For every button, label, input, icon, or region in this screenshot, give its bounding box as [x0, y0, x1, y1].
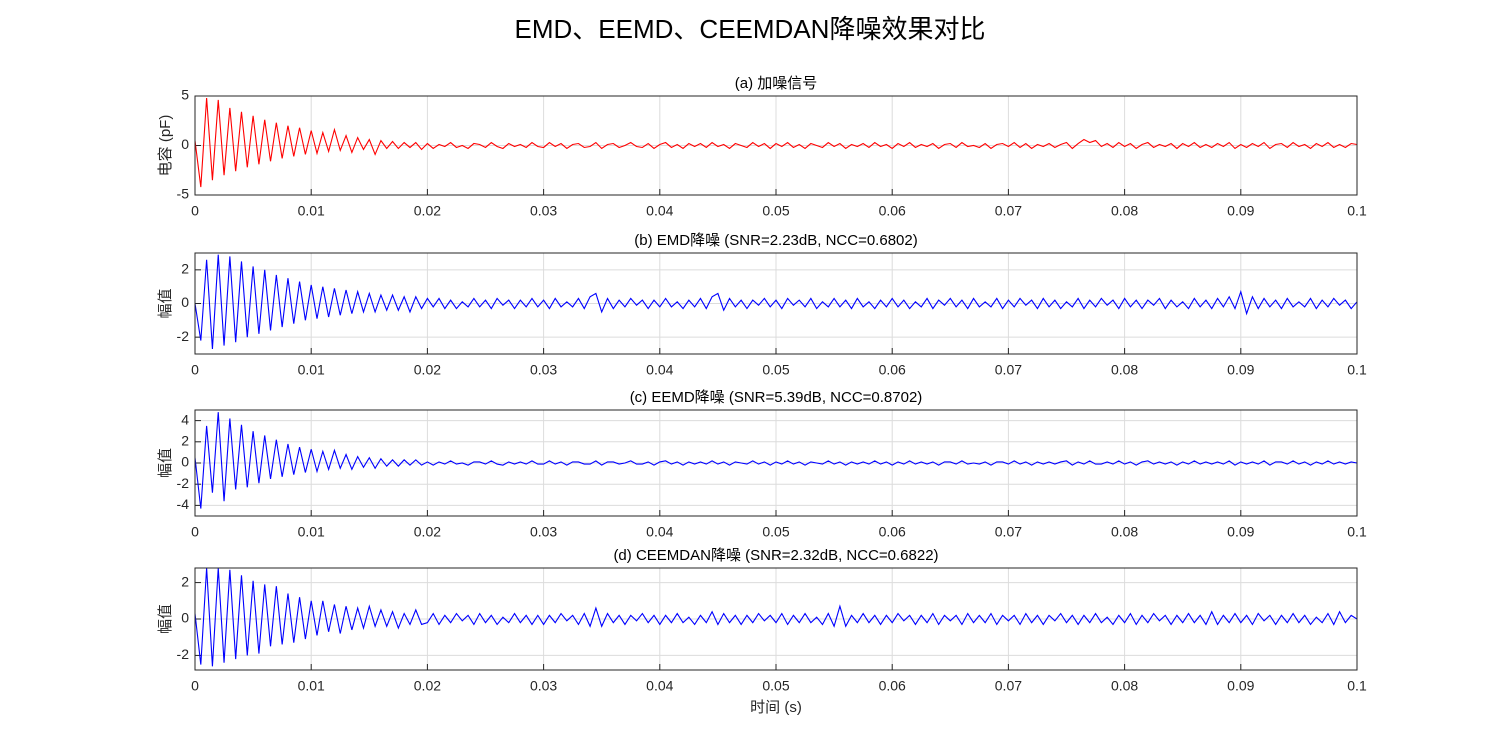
subplot-title: (b) EMD降噪 (SNR=2.23dB, NCC=0.6802) — [634, 232, 917, 249]
x-tick-label: 0 — [191, 362, 199, 378]
x-tick-label: 0.1 — [1347, 678, 1367, 694]
subplot-title: (d) CEEMDAN降噪 (SNR=2.32dB, NCC=0.6822) — [613, 547, 938, 564]
y-tick-label: -4 — [177, 496, 190, 512]
x-tick-label: 0.06 — [879, 362, 906, 378]
x-axis-label: 时间 (s) — [750, 699, 802, 716]
subplot: 0 0.01 0.02 0.03 0.04 0.05 0.06 0.07 0.08 0.09 0.1… — [157, 232, 1367, 378]
x-tick-label: 0.05 — [762, 678, 789, 694]
x-tick-label: 0 — [191, 203, 199, 219]
x-tick-label: 0.09 — [1227, 678, 1254, 694]
y-tick-label: 0 — [181, 610, 189, 626]
x-tick-label: 0.07 — [995, 678, 1022, 694]
signal-line — [195, 254, 1357, 349]
x-tick-label: 0.05 — [762, 362, 789, 378]
y-axis-label: 幅值 — [157, 288, 174, 318]
x-tick-label: 0.01 — [298, 203, 325, 219]
x-tick-label: 0.02 — [414, 362, 441, 378]
x-tick-label: 0.09 — [1227, 203, 1254, 219]
x-tick-label: 0.03 — [530, 524, 557, 540]
y-tick-label: 0 — [181, 136, 189, 152]
x-tick-label: 0.08 — [1111, 362, 1138, 378]
axes-box — [194, 252, 1358, 355]
x-tick-label: 0.09 — [1227, 524, 1254, 540]
axes-box — [194, 567, 1358, 671]
x-tick-label: 0.05 — [762, 524, 789, 540]
x-tick-label: 0.1 — [1347, 524, 1367, 540]
x-tick-label: 0.02 — [414, 524, 441, 540]
y-tick-label: 2 — [181, 433, 189, 449]
x-tick-label: 0.04 — [646, 678, 673, 694]
x-tick-label: 0.01 — [298, 524, 325, 540]
x-tick-label: 0.01 — [298, 362, 325, 378]
y-tick-label: -2 — [177, 646, 190, 662]
subplot: 0 0.01 0.02 0.03 0.04 0.05 0.06 0.07 0.08 0.09 0.1… — [157, 75, 1367, 219]
x-tick-label: 0.07 — [995, 362, 1022, 378]
x-tick-label: 0.04 — [646, 524, 673, 540]
y-axis-label: 幅值 — [157, 604, 174, 634]
subplot: 0 0.01 0.02 0.03 0.04 0.05 0.06 0.07 0.08 0.09 0.1… — [157, 389, 1367, 540]
signal-line — [195, 412, 1357, 509]
subplot-title: (a) 加噪信号 — [735, 75, 818, 92]
x-tick-label: 0.03 — [530, 203, 557, 219]
x-tick-label: 0.07 — [995, 203, 1022, 219]
x-tick-label: 0 — [191, 678, 199, 694]
x-tick-label: 0.1 — [1347, 203, 1367, 219]
axes-box — [194, 409, 1358, 517]
x-tick-label: 0.04 — [646, 362, 673, 378]
y-tick-label: 2 — [181, 261, 189, 277]
x-tick-label: 0.08 — [1111, 203, 1138, 219]
x-tick-label: 0.05 — [762, 203, 789, 219]
subplot: 0 0.01 0.02 0.03 0.04 0.05 0.06 0.07 0.08 0.09 0.1… — [157, 547, 1367, 716]
x-tick-label: 0.04 — [646, 203, 673, 219]
y-tick-label: 2 — [181, 573, 189, 589]
y-axis-label: 电容 (pF) — [157, 115, 174, 177]
y-tick-label: -5 — [177, 186, 190, 202]
x-tick-label: 0.07 — [995, 524, 1022, 540]
y-tick-label: -2 — [177, 328, 190, 344]
x-tick-label: 0.01 — [298, 678, 325, 694]
y-tick-label: 5 — [181, 87, 189, 103]
y-axis-label: 幅值 — [157, 448, 174, 478]
signal-line — [195, 568, 1357, 667]
axes-box — [194, 95, 1358, 196]
x-tick-label: 0 — [191, 524, 199, 540]
y-tick-label: 0 — [181, 294, 189, 310]
subplot-title: (c) EEMD降噪 (SNR=5.39dB, NCC=0.8702) — [630, 389, 923, 406]
x-tick-label: 0.1 — [1347, 362, 1367, 378]
x-tick-label: 0.03 — [530, 678, 557, 694]
x-tick-label: 0.02 — [414, 678, 441, 694]
x-tick-label: 0.09 — [1227, 362, 1254, 378]
y-tick-label: 4 — [181, 411, 189, 427]
signal-line — [195, 97, 1357, 188]
x-tick-label: 0.02 — [414, 203, 441, 219]
y-tick-label: 0 — [181, 454, 189, 470]
x-tick-label: 0.06 — [879, 203, 906, 219]
x-tick-label: 0.08 — [1111, 524, 1138, 540]
x-tick-label: 0.06 — [879, 678, 906, 694]
x-tick-label: 0.08 — [1111, 678, 1138, 694]
x-tick-label: 0.06 — [879, 524, 906, 540]
figure-title: EMD、EEMD、CEEMDAN降噪效果对比 — [515, 14, 986, 44]
x-tick-label: 0.03 — [530, 362, 557, 378]
y-tick-label: -2 — [177, 475, 190, 491]
